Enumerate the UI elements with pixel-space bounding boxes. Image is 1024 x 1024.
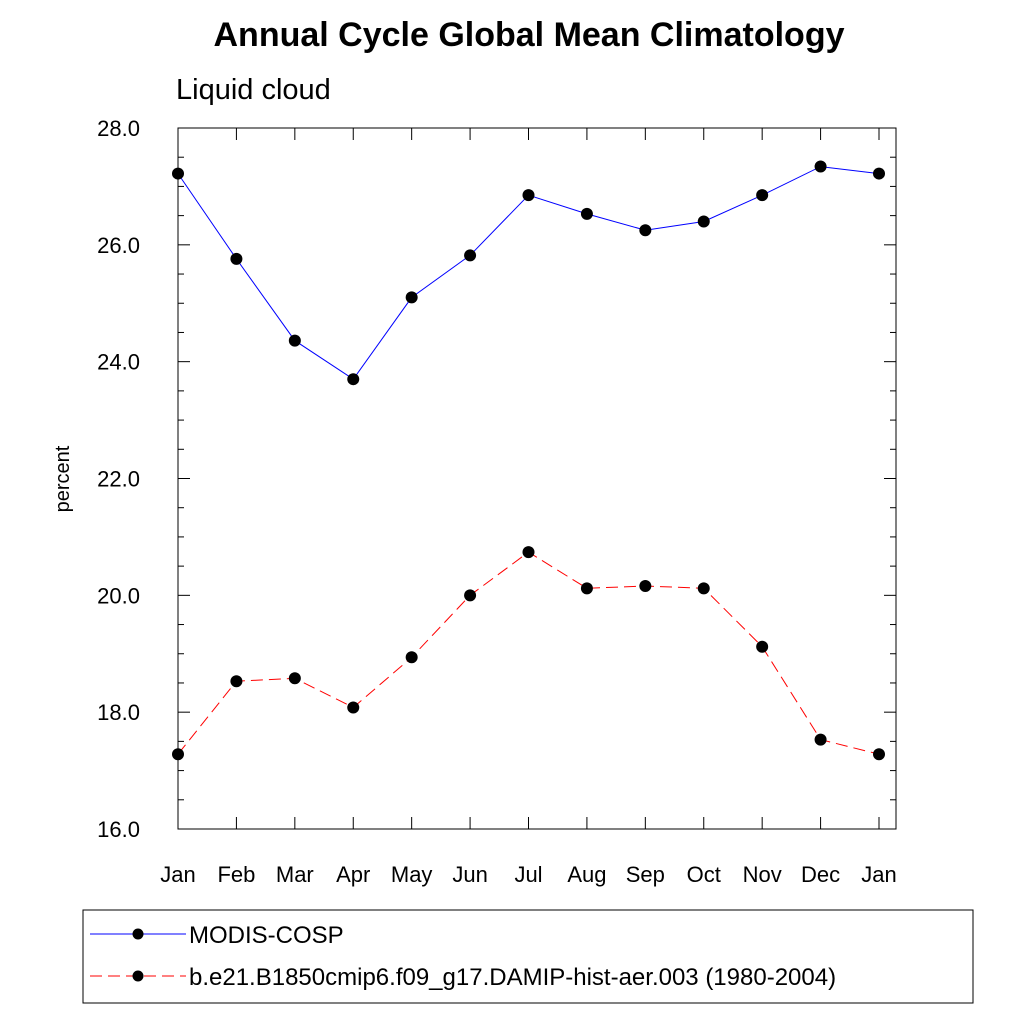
data-point-s1-3 <box>288 334 301 347</box>
legend-box <box>82 909 974 1004</box>
data-point-s1-11 <box>756 189 769 202</box>
data-point-s2-4 <box>347 701 360 714</box>
x-tick-label: Sep <box>626 862 665 887</box>
x-tick-label: Aug <box>567 862 606 887</box>
legend-marker-1 <box>132 928 144 940</box>
data-point-s1-1 <box>172 167 184 180</box>
y-tick-label: 24.0 <box>97 350 140 375</box>
series-group <box>172 160 885 761</box>
data-point-s1-10 <box>697 215 710 228</box>
data-point-s1-6 <box>464 249 477 262</box>
x-tick-label: Jan <box>861 862 896 887</box>
data-point-s1-4 <box>347 373 360 386</box>
chart-subtitle: Liquid cloud <box>176 74 331 106</box>
data-point-s1-13 <box>873 167 885 180</box>
data-point-s2-9 <box>639 579 652 592</box>
data-point-s2-2 <box>230 675 243 688</box>
y-tick-label: 26.0 <box>97 233 140 258</box>
y-tick-label: 16.0 <box>97 817 140 842</box>
data-point-s2-8 <box>580 582 593 595</box>
data-point-s1-9 <box>639 224 652 237</box>
x-tick-label: Dec <box>801 862 840 887</box>
x-tick-label: Jun <box>452 862 487 887</box>
data-point-s1-8 <box>580 207 593 220</box>
data-point-s2-10 <box>697 582 710 595</box>
y-tick-label: 20.0 <box>97 583 140 608</box>
data-point-s2-12 <box>814 733 827 746</box>
data-point-s2-3 <box>288 672 301 685</box>
data-point-s2-6 <box>464 589 477 602</box>
data-point-s1-2 <box>230 252 243 265</box>
plot-frame <box>177 127 897 830</box>
y-axis-label: percent <box>52 445 74 512</box>
data-point-s2-11 <box>756 640 769 653</box>
data-point-s2-7 <box>522 546 535 559</box>
legend-marker-2 <box>132 970 144 982</box>
x-tick-label: Nov <box>743 862 782 887</box>
data-point-s2-1 <box>172 748 184 761</box>
x-tick-labels: Jan Feb Mar Apr May Jun Jul Aug Sep Oct Nov Dec Jan <box>160 862 896 887</box>
x-tick-label: Jul <box>514 862 542 887</box>
y-tick-label: 22.0 <box>97 467 140 492</box>
y-tick-label: 28.0 <box>97 116 140 141</box>
x-tick-label: Feb <box>217 862 255 887</box>
data-point-s1-7 <box>522 189 535 202</box>
legend-label-1: MODIS-COSP <box>189 922 344 949</box>
data-point-s1-12 <box>814 160 827 173</box>
data-point-s1-5 <box>405 291 418 304</box>
series-line-2 <box>177 551 880 755</box>
y-tick-label: 18.0 <box>97 700 140 725</box>
data-point-s2-5 <box>405 651 418 664</box>
legend: MODIS-COSP b.e21.B1850cmip6.f09_g17.DAMIP… <box>90 922 836 991</box>
data-point-s2-13 <box>873 748 885 761</box>
axis-ticks <box>177 127 896 830</box>
y-tick-labels: 16.0 18.0 20.0 22.0 24.0 26.0 28.0 <box>97 116 140 842</box>
legend-label-2: b.e21.B1850cmip6.f09_g17.DAMIP-hist-aer.… <box>189 964 836 991</box>
x-tick-label: Jan <box>160 862 195 887</box>
x-tick-label: May <box>391 862 433 887</box>
x-tick-label: Mar <box>276 862 314 887</box>
x-tick-label: Oct <box>687 862 721 887</box>
chart-title: Annual Cycle Global Mean Climatology <box>214 16 845 54</box>
x-tick-label: Apr <box>336 862 370 887</box>
